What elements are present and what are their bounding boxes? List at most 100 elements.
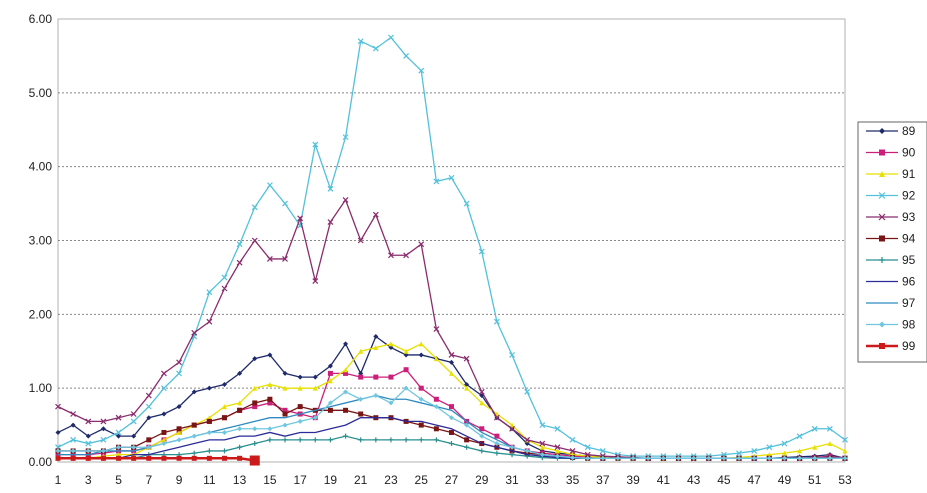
data-point xyxy=(100,426,106,432)
data-point xyxy=(327,437,333,443)
data-point xyxy=(237,407,243,413)
legend-marker xyxy=(878,192,886,199)
legend-marker xyxy=(879,149,885,156)
data-point xyxy=(312,141,319,148)
data-point xyxy=(191,455,197,461)
data-point xyxy=(781,455,787,461)
data-point xyxy=(221,274,228,281)
x-tick-label: 37 xyxy=(596,473,610,487)
data-point xyxy=(418,67,425,74)
data-point xyxy=(373,374,379,380)
data-point xyxy=(251,204,258,211)
data-point xyxy=(358,396,364,402)
data-point xyxy=(130,418,137,425)
data-point xyxy=(493,318,500,325)
data-point xyxy=(554,444,561,451)
data-point xyxy=(55,448,61,454)
data-point xyxy=(403,252,410,259)
series-98 xyxy=(55,385,848,461)
legend-label: 90 xyxy=(902,146,916,160)
data-point xyxy=(236,241,243,248)
data-point xyxy=(85,418,92,425)
data-point xyxy=(100,418,107,425)
data-point xyxy=(479,448,485,454)
data-point xyxy=(221,285,228,292)
data-point xyxy=(842,448,848,454)
data-point xyxy=(479,433,485,439)
data-point xyxy=(282,200,288,207)
data-point xyxy=(388,252,394,259)
data-point xyxy=(191,422,197,428)
legend-marker xyxy=(879,128,885,134)
data-point xyxy=(433,426,439,432)
data-point xyxy=(146,415,152,421)
data-point xyxy=(766,444,773,451)
data-point xyxy=(539,452,545,458)
data-point xyxy=(161,455,167,461)
data-point xyxy=(766,455,772,461)
data-point xyxy=(176,404,182,410)
data-point xyxy=(115,414,122,421)
data-point xyxy=(116,444,122,450)
y-axis: 0.00 1.00 2.00 3.00 4.00 5.00 6.00 xyxy=(29,12,53,469)
data-point xyxy=(327,400,333,406)
data-point xyxy=(221,415,227,421)
data-point xyxy=(403,367,409,373)
y-tick-label: 6.00 xyxy=(29,12,53,26)
data-point xyxy=(116,433,122,439)
data-point xyxy=(826,425,833,432)
data-point xyxy=(282,407,288,413)
data-point xyxy=(327,219,334,225)
data-point xyxy=(252,441,258,447)
data-point xyxy=(403,385,409,391)
x-tick-label: 21 xyxy=(354,473,368,487)
data-point xyxy=(237,370,243,376)
data-point xyxy=(812,455,818,461)
y-tick-label: 0.00 xyxy=(29,455,53,469)
data-point xyxy=(433,396,439,402)
data-point xyxy=(433,437,439,443)
data-point xyxy=(206,289,213,296)
data-point xyxy=(267,426,273,432)
data-point xyxy=(252,426,258,432)
x-tick-label: 33 xyxy=(536,473,550,487)
data-point xyxy=(812,444,818,450)
data-point xyxy=(342,196,349,203)
data-point xyxy=(146,437,152,443)
data-point xyxy=(161,437,167,443)
data-point xyxy=(449,370,454,376)
data-point xyxy=(372,211,379,218)
data-point xyxy=(221,455,227,461)
data-point xyxy=(266,256,273,262)
data-point xyxy=(479,426,485,432)
data-point xyxy=(464,444,470,450)
data-point xyxy=(55,455,61,461)
data-point xyxy=(433,178,440,185)
data-point xyxy=(373,437,379,443)
legend-label: 96 xyxy=(902,275,916,289)
data-point xyxy=(327,407,333,413)
data-point xyxy=(706,455,712,461)
data-point xyxy=(282,370,288,376)
data-point xyxy=(267,400,273,406)
data-point xyxy=(418,396,424,402)
data-point xyxy=(388,34,394,41)
data-point xyxy=(797,455,803,461)
data-point xyxy=(448,352,455,358)
data-point xyxy=(70,422,76,428)
data-point xyxy=(267,352,273,358)
data-point xyxy=(554,453,560,459)
data-point xyxy=(176,359,183,366)
data-point xyxy=(206,318,213,325)
x-tick-label: 45 xyxy=(717,473,731,487)
data-point xyxy=(524,436,531,443)
legend-marker xyxy=(878,213,886,221)
data-point xyxy=(145,403,152,410)
data-point xyxy=(116,455,122,461)
data-point xyxy=(524,388,531,395)
data-point xyxy=(312,385,318,391)
data-point xyxy=(115,429,122,436)
data-point xyxy=(388,374,394,380)
data-point xyxy=(388,400,394,406)
